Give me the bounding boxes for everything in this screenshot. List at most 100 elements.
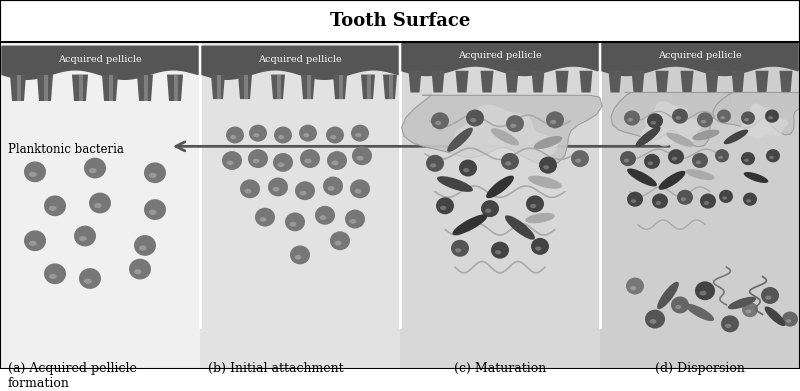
Polygon shape	[367, 75, 371, 99]
Polygon shape	[72, 75, 88, 101]
Polygon shape	[333, 75, 347, 99]
Ellipse shape	[724, 129, 748, 144]
Text: Acquired pellicle: Acquired pellicle	[258, 55, 342, 64]
Polygon shape	[44, 75, 48, 101]
Ellipse shape	[44, 264, 66, 284]
Polygon shape	[10, 75, 26, 101]
Ellipse shape	[571, 150, 589, 167]
Ellipse shape	[354, 189, 362, 194]
Text: Tooth Surface: Tooth Surface	[330, 12, 470, 30]
Ellipse shape	[765, 307, 786, 326]
Ellipse shape	[526, 213, 554, 223]
Polygon shape	[202, 46, 398, 79]
Ellipse shape	[728, 297, 756, 309]
Ellipse shape	[624, 159, 629, 162]
Ellipse shape	[430, 163, 436, 168]
Polygon shape	[271, 75, 285, 99]
Ellipse shape	[658, 171, 686, 190]
Ellipse shape	[49, 206, 57, 211]
Ellipse shape	[294, 255, 302, 260]
Ellipse shape	[285, 212, 305, 231]
Ellipse shape	[693, 130, 719, 140]
Ellipse shape	[744, 172, 768, 183]
Ellipse shape	[666, 133, 694, 147]
Polygon shape	[167, 75, 183, 101]
Ellipse shape	[786, 319, 791, 323]
Ellipse shape	[355, 133, 362, 137]
Ellipse shape	[719, 190, 733, 203]
Polygon shape	[244, 75, 248, 99]
Ellipse shape	[253, 159, 259, 163]
Ellipse shape	[766, 149, 780, 162]
Polygon shape	[555, 71, 569, 93]
Ellipse shape	[486, 176, 514, 198]
Polygon shape	[102, 75, 118, 101]
Ellipse shape	[352, 146, 372, 165]
Ellipse shape	[701, 120, 706, 124]
Polygon shape	[640, 101, 702, 147]
Ellipse shape	[746, 199, 751, 203]
Polygon shape	[713, 93, 800, 135]
Ellipse shape	[44, 196, 66, 216]
Ellipse shape	[700, 194, 716, 209]
Ellipse shape	[334, 241, 342, 246]
Ellipse shape	[506, 115, 524, 132]
Polygon shape	[37, 75, 53, 101]
Ellipse shape	[253, 133, 259, 137]
Ellipse shape	[305, 159, 311, 163]
Polygon shape	[409, 71, 422, 93]
Text: (d) Dispersion: (d) Dispersion	[655, 362, 745, 375]
Ellipse shape	[29, 241, 37, 246]
Ellipse shape	[635, 127, 661, 147]
Ellipse shape	[226, 160, 234, 165]
Polygon shape	[238, 75, 252, 99]
Text: (a) Acquired pellicle
formation: (a) Acquired pellicle formation	[8, 362, 137, 389]
Polygon shape	[609, 71, 622, 93]
Ellipse shape	[134, 235, 156, 256]
Ellipse shape	[677, 190, 693, 205]
Ellipse shape	[323, 177, 343, 196]
Polygon shape	[2, 46, 198, 79]
Ellipse shape	[455, 248, 462, 253]
Ellipse shape	[226, 127, 244, 143]
Ellipse shape	[546, 111, 564, 128]
Ellipse shape	[144, 199, 166, 220]
Ellipse shape	[351, 125, 369, 142]
Text: Acquired pellicle: Acquired pellicle	[458, 51, 542, 60]
Ellipse shape	[491, 242, 509, 259]
Ellipse shape	[268, 178, 288, 196]
Ellipse shape	[627, 169, 657, 187]
Ellipse shape	[278, 162, 285, 167]
Ellipse shape	[299, 191, 306, 196]
Ellipse shape	[357, 156, 363, 160]
Ellipse shape	[645, 310, 665, 328]
Ellipse shape	[463, 168, 470, 172]
Polygon shape	[402, 43, 598, 75]
Ellipse shape	[765, 296, 771, 300]
Ellipse shape	[630, 286, 636, 290]
Polygon shape	[277, 75, 281, 99]
Ellipse shape	[278, 135, 284, 139]
Ellipse shape	[697, 112, 713, 127]
Ellipse shape	[624, 110, 640, 126]
Ellipse shape	[303, 133, 310, 137]
Ellipse shape	[528, 176, 562, 189]
Ellipse shape	[459, 160, 477, 176]
Ellipse shape	[741, 111, 755, 125]
Ellipse shape	[765, 109, 779, 123]
Polygon shape	[481, 71, 494, 93]
Polygon shape	[431, 71, 445, 93]
Ellipse shape	[453, 214, 487, 235]
Ellipse shape	[94, 203, 102, 208]
Ellipse shape	[630, 199, 636, 203]
Ellipse shape	[526, 196, 544, 212]
Ellipse shape	[300, 149, 320, 168]
Ellipse shape	[245, 189, 251, 194]
Polygon shape	[655, 71, 669, 93]
Polygon shape	[531, 71, 545, 93]
Ellipse shape	[668, 149, 684, 164]
Ellipse shape	[295, 181, 315, 200]
Polygon shape	[174, 75, 178, 101]
Ellipse shape	[718, 156, 723, 159]
Ellipse shape	[79, 236, 86, 241]
